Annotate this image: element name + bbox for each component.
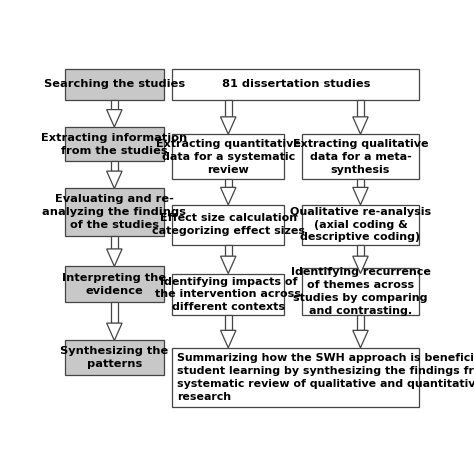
Text: Evaluating and re-
analyzing the findings
of the studies: Evaluating and re- analyzing the finding…	[42, 194, 186, 230]
Polygon shape	[357, 315, 364, 330]
FancyBboxPatch shape	[173, 134, 284, 180]
Polygon shape	[225, 315, 232, 330]
Polygon shape	[107, 323, 122, 340]
Polygon shape	[220, 256, 236, 274]
Polygon shape	[110, 303, 118, 323]
Text: Extracting information
from the studies: Extracting information from the studies	[41, 133, 188, 156]
Polygon shape	[353, 188, 368, 205]
Polygon shape	[357, 180, 364, 188]
FancyBboxPatch shape	[173, 69, 419, 100]
Polygon shape	[110, 161, 118, 171]
Polygon shape	[225, 244, 232, 256]
FancyBboxPatch shape	[65, 127, 164, 161]
Polygon shape	[110, 235, 118, 249]
FancyBboxPatch shape	[65, 188, 164, 235]
Text: Interpreting the
evidence: Interpreting the evidence	[62, 273, 166, 296]
Polygon shape	[110, 100, 118, 110]
Polygon shape	[220, 188, 236, 205]
Text: Effect size calculation
categorizing effect sizes: Effect size calculation categorizing eff…	[152, 213, 305, 236]
Text: Summarizing how the SWH approach is beneficial for
student learning by synthesiz: Summarizing how the SWH approach is bene…	[177, 353, 474, 402]
Polygon shape	[107, 110, 122, 127]
Polygon shape	[225, 180, 232, 188]
Text: Extracting quantitative
data for a systematic
review: Extracting quantitative data for a syste…	[156, 139, 301, 175]
FancyBboxPatch shape	[301, 134, 419, 180]
Polygon shape	[353, 117, 368, 134]
FancyBboxPatch shape	[65, 266, 164, 303]
Text: Extracting qualitative
data for a meta-
synthesis: Extracting qualitative data for a meta- …	[293, 139, 428, 175]
FancyBboxPatch shape	[173, 348, 419, 407]
Polygon shape	[225, 100, 232, 117]
Polygon shape	[107, 171, 122, 188]
Polygon shape	[357, 244, 364, 256]
FancyBboxPatch shape	[173, 205, 284, 244]
Text: 81 dissertation studies: 81 dissertation studies	[222, 79, 370, 89]
FancyBboxPatch shape	[65, 69, 164, 100]
FancyBboxPatch shape	[301, 268, 419, 315]
FancyBboxPatch shape	[173, 274, 284, 315]
FancyBboxPatch shape	[65, 340, 164, 375]
Polygon shape	[357, 100, 364, 117]
Polygon shape	[107, 249, 122, 266]
Text: Identifying recurrence
of themes across
studies by comparing
and contrasting.: Identifying recurrence of themes across …	[291, 267, 430, 316]
Polygon shape	[353, 330, 368, 348]
Polygon shape	[220, 117, 236, 134]
Polygon shape	[220, 330, 236, 348]
Polygon shape	[353, 256, 368, 274]
Text: Qualitative re-analysis
(axial coding &
descriptive coding): Qualitative re-analysis (axial coding & …	[290, 207, 431, 243]
FancyBboxPatch shape	[301, 205, 419, 244]
Text: Searching the studies: Searching the studies	[44, 79, 185, 89]
Text: Synthesizing the
patterns: Synthesizing the patterns	[60, 346, 168, 369]
Text: Identifying impacts of
the intervention across
different contexts: Identifying impacts of the intervention …	[155, 276, 301, 312]
